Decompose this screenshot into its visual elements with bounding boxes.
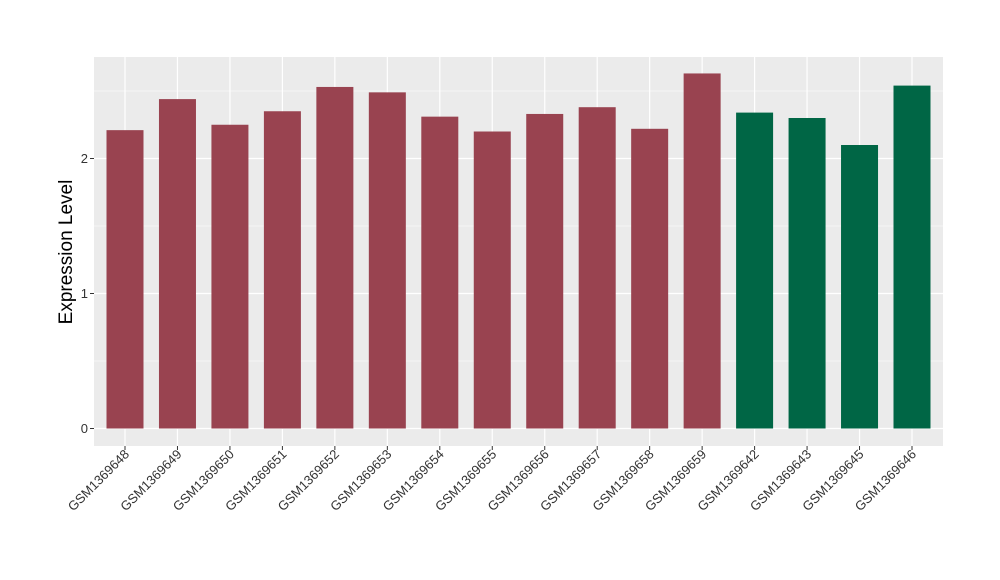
bar-gsm1369648: [106, 130, 144, 429]
y-tick-label: 2: [81, 151, 88, 166]
y-axis-title: Expression Level: [56, 180, 77, 325]
bar-gsm1369642: [736, 112, 774, 429]
bar-gsm1369655: [473, 131, 511, 429]
bar-gsm1369658: [631, 128, 669, 429]
y-axis: 0 1 2: [81, 151, 94, 436]
bar-gsm1369654: [421, 116, 459, 429]
y-tick-label: 0: [81, 421, 88, 436]
bar-gsm1369659: [683, 73, 721, 429]
bar-gsm1369657: [578, 107, 616, 429]
bar-gsm1369649: [158, 99, 196, 429]
bar-gsm1369652: [316, 86, 354, 429]
bar-gsm1369653: [368, 92, 406, 429]
bar-gsm1369656: [526, 113, 564, 429]
bar-gsm1369646: [893, 85, 931, 429]
bar-gsm1369643: [788, 118, 826, 429]
bars: [106, 73, 931, 429]
bar-gsm1369651: [263, 111, 301, 429]
y-tick-label: 1: [81, 286, 88, 301]
bar-gsm1369645: [841, 145, 879, 429]
bar-gsm1369650: [211, 124, 249, 429]
x-axis: GSM1369648GSM1369649GSM1369650GSM1369651…: [65, 446, 919, 514]
